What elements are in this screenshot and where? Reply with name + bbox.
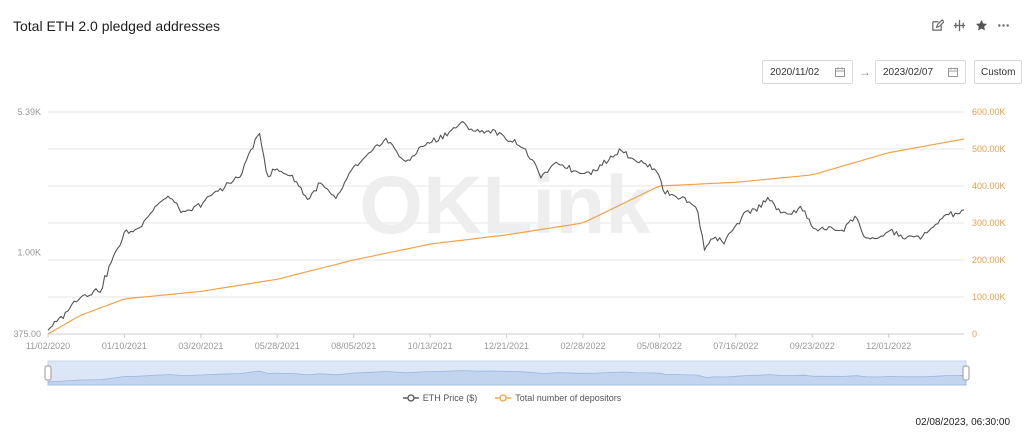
edit-icon[interactable] (930, 18, 944, 32)
star-icon[interactable] (974, 18, 988, 32)
x-tick-label: 11/02/2020 (26, 341, 70, 351)
x-axis: 11/02/2020 01/10/2021 03/20/2021 05/28/2021… (26, 333, 964, 351)
x-tick-label: 09/23/2022 (790, 341, 835, 351)
right-tick-label: 300.00K (972, 218, 1006, 228)
calendar-icon (948, 67, 958, 77)
x-tick-label: 05/08/2022 (637, 341, 682, 351)
more-icon[interactable] (996, 18, 1010, 32)
end-date-value: 2023/02/07 (883, 66, 934, 78)
right-tick-label: 0 (972, 329, 977, 339)
navigator-series (47, 370, 967, 386)
arrow-right-icon: → (859, 65, 871, 79)
range-navigator[interactable] (44, 360, 970, 386)
page-title: Total ETH 2.0 pledged addresses (13, 18, 221, 34)
compare-icon[interactable] (952, 18, 966, 32)
chart-legend: ETH Price ($) Total number of depositors (0, 393, 1024, 403)
depositors-line (47, 138, 965, 335)
right-tick-label: 400.00K (972, 181, 1006, 191)
x-tick-label: 07/16/2022 (713, 341, 758, 351)
right-tick-label: 600.00K (972, 107, 1006, 117)
x-tick-label: 12/01/2022 (866, 341, 911, 351)
chart-toolbar (930, 18, 1010, 32)
x-tick-label: 01/10/2021 (102, 341, 147, 351)
right-y-axis: 600.00K 500.00K 400.00K 300.00K 200.00K 100.0… (972, 107, 1006, 339)
calendar-icon (835, 67, 845, 77)
x-tick-label: 12/21/2021 (484, 341, 529, 351)
oklink-watermark: OKLink (359, 160, 651, 251)
x-tick-label: 02/28/2022 (560, 341, 605, 351)
right-tick-label: 100.00K (972, 292, 1006, 302)
start-date-value: 2020/11/02 (770, 66, 820, 78)
x-tick-label: 03/20/2021 (178, 341, 223, 351)
navigator-left-handle[interactable] (44, 365, 52, 381)
x-tick-label: 05/28/2021 (255, 341, 300, 351)
left-y-axis: 5.39K 1.00K 375.00 (13, 107, 41, 339)
legend-price-label: ETH Price ($) (422, 393, 478, 403)
left-tick-label: 375.00 (13, 329, 41, 339)
end-date-input[interactable]: 2023/02/07 (875, 60, 966, 84)
update-timestamp: 02/08/2023, 06:30:00 (915, 417, 1010, 428)
eth-price-line (47, 120, 965, 331)
legend-depositors-label: Total number of depositors (515, 393, 622, 403)
legend-item-price[interactable]: ETH Price ($) (402, 393, 478, 403)
legend-depositors-marker (495, 394, 512, 402)
date-range-picker: 2020/11/02 → 2023/02/07 Custom (762, 60, 1023, 84)
x-tick-label: 08/05/2021 (331, 341, 376, 351)
custom-range-button[interactable]: Custom (974, 60, 1023, 84)
start-date-input[interactable]: 2020/11/02 (762, 60, 853, 84)
navigator-right-handle[interactable] (962, 365, 970, 381)
legend-price-marker (402, 394, 419, 402)
left-tick-label: 1.00K (17, 247, 41, 257)
x-tick-label: 10/13/2021 (408, 341, 453, 351)
right-tick-label: 500.00K (972, 144, 1006, 154)
series-layer (47, 120, 965, 335)
right-tick-label: 200.00K (972, 255, 1006, 265)
left-tick-label: 5.39K (17, 107, 41, 117)
legend-item-depositors[interactable]: Total number of depositors (495, 393, 621, 403)
